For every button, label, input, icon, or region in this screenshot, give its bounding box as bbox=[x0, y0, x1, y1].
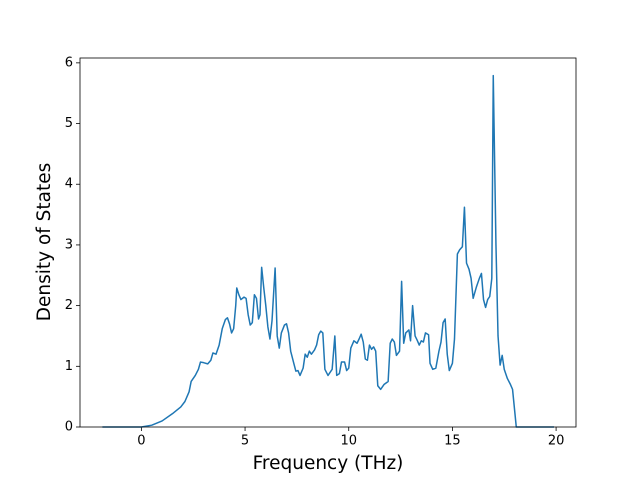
y-axis-label: Density of States bbox=[34, 163, 55, 322]
x-tick-label: 10 bbox=[340, 434, 357, 449]
x-tick-label: 0 bbox=[137, 434, 145, 449]
y-tick-label: 6 bbox=[65, 55, 73, 70]
y-tick-label: 3 bbox=[65, 237, 73, 252]
x-axis-label: Frequency (THz) bbox=[253, 453, 404, 474]
y-tick-label: 1 bbox=[65, 359, 73, 374]
line bbox=[102, 74, 555, 428]
x-tick-label: 5 bbox=[241, 434, 249, 449]
x-tick-label: 15 bbox=[444, 434, 461, 449]
y-tick-label: 5 bbox=[65, 116, 73, 131]
plot-frame bbox=[79, 57, 577, 428]
x-tick-label: 20 bbox=[548, 434, 565, 449]
y-tick-label: 4 bbox=[65, 177, 73, 192]
y-tick-label: 0 bbox=[65, 420, 73, 435]
y-tick-label: 2 bbox=[65, 298, 73, 313]
